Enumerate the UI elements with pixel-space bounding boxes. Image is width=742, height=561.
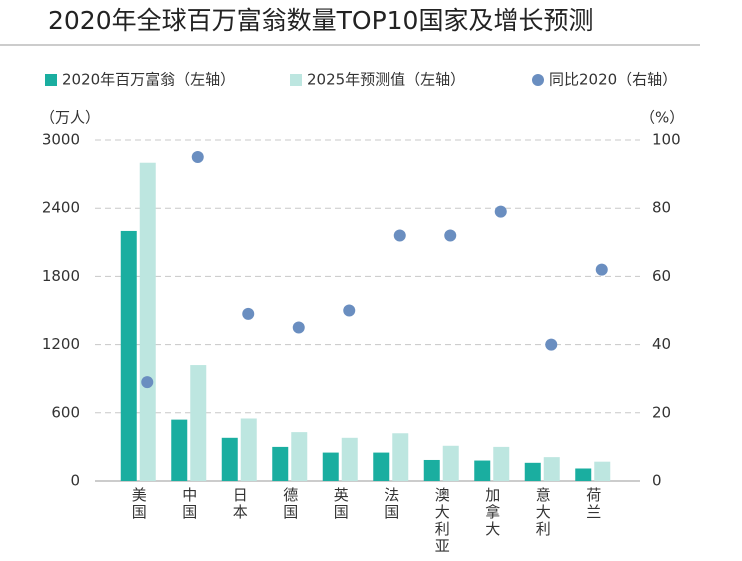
legend-label: 同比2020（右轴） — [549, 71, 677, 89]
bar — [341, 437, 358, 481]
bar — [171, 419, 188, 481]
bar — [423, 459, 440, 481]
bar — [373, 452, 390, 481]
y2-tick-label: 100 — [652, 131, 681, 149]
legend-swatch — [45, 74, 57, 86]
bar — [575, 468, 592, 481]
y2-tick-label: 80 — [652, 199, 671, 217]
y-tick-label: 1200 — [42, 335, 80, 353]
y-axis-label: （万人） — [40, 109, 100, 127]
x-tick-label: 意大利 — [534, 486, 552, 538]
point — [141, 376, 154, 389]
bar — [190, 365, 207, 481]
point — [444, 229, 457, 242]
x-tick-label: 中国 — [180, 487, 198, 521]
bar — [322, 452, 339, 481]
bar — [543, 457, 560, 481]
bar — [291, 432, 308, 481]
x-tick-label: 英国 — [332, 486, 350, 521]
point — [545, 338, 558, 351]
bar — [594, 461, 611, 481]
legend-label: 2020年百万富翁（左轴） — [62, 71, 235, 89]
point — [494, 205, 507, 218]
y-tick-label: 600 — [51, 403, 80, 421]
x-tick-label: 美国 — [130, 487, 148, 521]
y-tick-label: 1800 — [42, 267, 80, 285]
chart-title: 2020年全球百万富翁数量TOP10国家及增长预测 — [48, 6, 593, 35]
point — [393, 229, 406, 242]
x-tick-label: 法国 — [382, 487, 400, 521]
point — [343, 304, 356, 317]
y2-tick-label: 20 — [652, 403, 671, 421]
y2-tick-label: 40 — [652, 335, 671, 353]
point — [595, 263, 608, 276]
bar — [493, 446, 510, 481]
legend-label: 2025年预测值（左轴） — [307, 71, 465, 89]
bar — [272, 446, 289, 481]
y2-axis-label: （%） — [640, 109, 684, 127]
y-tick-label: 3000 — [42, 131, 80, 149]
y2-tick-label: 0 — [652, 472, 662, 490]
bar — [240, 418, 257, 481]
point — [242, 307, 255, 320]
bar — [524, 462, 541, 481]
bar — [392, 433, 409, 481]
point — [191, 151, 204, 164]
x-tick-label: 德国 — [281, 486, 299, 521]
bar — [139, 162, 156, 481]
y-tick-label: 2400 — [42, 199, 80, 217]
y-tick-label: 0 — [70, 472, 80, 490]
x-tick-label: 荷兰 — [584, 487, 602, 521]
bar — [442, 445, 459, 481]
x-tick-label: 日本 — [231, 487, 249, 521]
y2-tick-label: 60 — [652, 267, 671, 285]
x-tick-label: 澳大利亚 — [433, 487, 451, 555]
bar — [120, 230, 137, 481]
legend-swatch — [290, 74, 302, 86]
point — [292, 321, 305, 334]
bar — [221, 437, 238, 481]
x-tick-label: 加拿大 — [483, 487, 501, 538]
bar — [474, 460, 491, 481]
legend-swatch — [532, 74, 544, 86]
